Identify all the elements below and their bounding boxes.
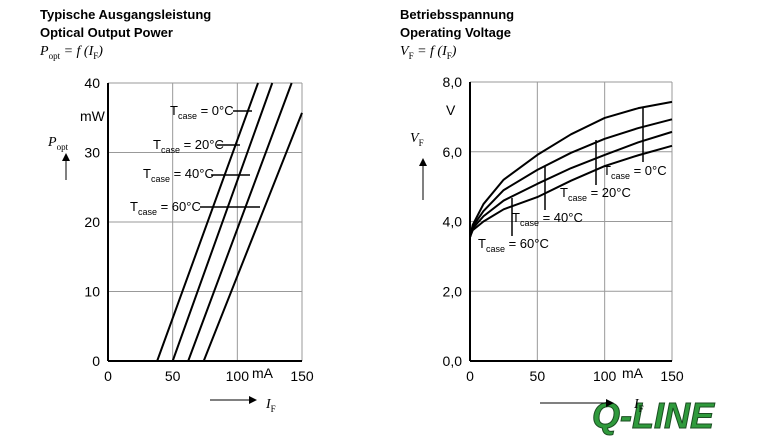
series-line bbox=[469, 100, 673, 238]
x-axis-label-part: I bbox=[265, 397, 272, 412]
series-label-part: case bbox=[486, 244, 505, 254]
series-label-part: case bbox=[611, 171, 630, 181]
series-label: Tcase = 60°C bbox=[130, 199, 201, 217]
y-axis-label-part: F bbox=[419, 138, 424, 148]
y-unit: V bbox=[446, 102, 456, 118]
formula-part: = f (I bbox=[414, 44, 448, 59]
series-label: Tcase = 60°C bbox=[478, 236, 549, 254]
series-label-part: case bbox=[138, 207, 157, 217]
x-tick-label: 150 bbox=[290, 368, 314, 384]
x-tick-label: 0 bbox=[104, 368, 112, 384]
formula: Popt = f (IF) bbox=[39, 44, 103, 61]
series-label-part: = 60°C bbox=[505, 236, 549, 251]
formula-part: = f (I bbox=[60, 44, 94, 59]
formula-part: F bbox=[93, 51, 98, 61]
chart-title: Betriebsspannung bbox=[400, 7, 514, 22]
series-line bbox=[469, 144, 673, 238]
series-label-part: = 40°C bbox=[539, 210, 583, 225]
formula-part: F bbox=[409, 51, 414, 61]
y-tick-label: 30 bbox=[84, 145, 100, 161]
chart-subtitle: Operating Voltage bbox=[400, 25, 511, 40]
formula-part: V bbox=[400, 44, 410, 59]
formula-part: opt bbox=[49, 51, 61, 61]
y-tick-label: 0 bbox=[92, 353, 100, 369]
x-tick-label: 100 bbox=[593, 368, 617, 384]
series-label-part: case bbox=[161, 145, 180, 155]
series-label-part: = 20°C bbox=[587, 185, 631, 200]
x-unit: mA bbox=[622, 365, 644, 381]
y-axis-label: Popt bbox=[47, 135, 69, 152]
series-label-part: T bbox=[560, 185, 568, 200]
series-line bbox=[469, 130, 673, 238]
series-label: Tcase = 40°C bbox=[512, 210, 583, 228]
formula-part: ) bbox=[97, 44, 103, 59]
x-axis-label-part: I bbox=[633, 397, 640, 412]
series-label-part: = 0°C bbox=[630, 163, 667, 178]
formula-part: F bbox=[447, 51, 452, 61]
series-label-part: T bbox=[478, 236, 486, 251]
series-label-part: T bbox=[130, 199, 138, 214]
x-axis-label: IF bbox=[633, 397, 644, 414]
series-label-part: T bbox=[170, 103, 178, 118]
series-label-part: T bbox=[143, 166, 151, 181]
series-label: Tcase = 0°C bbox=[603, 163, 667, 181]
logo: Q-LINE bbox=[592, 395, 715, 436]
y-axis-label-part: P bbox=[47, 135, 57, 150]
series-label: Tcase = 20°C bbox=[153, 137, 224, 155]
series-label-part: T bbox=[512, 210, 520, 225]
series-label-part: case bbox=[568, 193, 587, 203]
series-label-part: = 0°C bbox=[197, 103, 234, 118]
y-tick-label: 40 bbox=[84, 75, 100, 91]
series-label: Tcase = 0°C bbox=[170, 103, 234, 121]
series-label-part: case bbox=[178, 111, 197, 121]
x-axis-label: IF bbox=[265, 397, 276, 414]
x-tick-label: 50 bbox=[530, 368, 546, 384]
x-tick-label: 100 bbox=[226, 368, 250, 384]
y-axis-label: VF bbox=[410, 131, 424, 148]
series-label-part: = 60°C bbox=[157, 199, 201, 214]
x-tick-label: 0 bbox=[466, 368, 474, 384]
series-label-part: T bbox=[603, 163, 611, 178]
series-line bbox=[108, 112, 303, 362]
series-label-part: case bbox=[520, 218, 539, 228]
series-label: Tcase = 40°C bbox=[143, 166, 214, 184]
y-tick-label: 4,0 bbox=[443, 214, 463, 230]
y-tick-label: 8,0 bbox=[443, 74, 463, 90]
x-tick-label: 150 bbox=[660, 368, 684, 384]
y-tick-label: 2,0 bbox=[443, 283, 463, 299]
chart-title: Typische Ausgangsleistung bbox=[40, 7, 211, 22]
series-line bbox=[469, 118, 673, 238]
series-label-part: case bbox=[151, 174, 170, 184]
y-axis-label-part: V bbox=[410, 131, 420, 146]
y-tick-label: 10 bbox=[84, 284, 100, 300]
x-axis-label-part: F bbox=[639, 404, 644, 414]
formula-part: P bbox=[39, 44, 49, 59]
y-unit: mW bbox=[80, 108, 106, 124]
y-axis-label-part: opt bbox=[57, 142, 69, 152]
series-label: Tcase = 20°C bbox=[560, 185, 631, 203]
series-label-part: = 40°C bbox=[170, 166, 214, 181]
formula: VF = f (IF) bbox=[400, 44, 457, 61]
x-tick-label: 50 bbox=[165, 368, 181, 384]
y-tick-label: 6,0 bbox=[443, 144, 463, 160]
formula-part: ) bbox=[451, 44, 457, 59]
x-unit: mA bbox=[252, 365, 274, 381]
y-tick-label: 20 bbox=[84, 214, 100, 230]
series-label-part: = 20°C bbox=[180, 137, 224, 152]
series-label-part: T bbox=[153, 137, 161, 152]
x-axis-label-part: F bbox=[271, 404, 276, 414]
chart-subtitle: Optical Output Power bbox=[40, 25, 173, 40]
y-tick-label: 0,0 bbox=[443, 353, 463, 369]
